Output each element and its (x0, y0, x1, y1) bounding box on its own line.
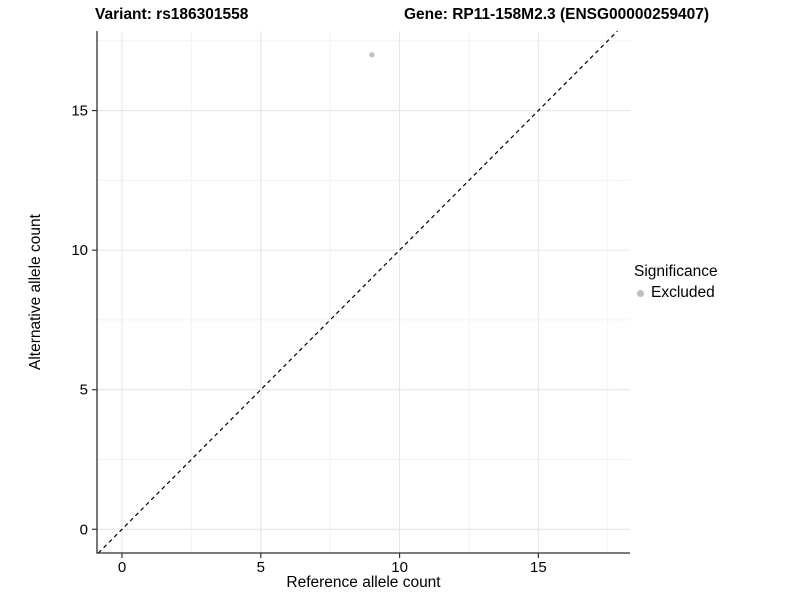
data-point (369, 52, 375, 58)
legend-item-label: Excluded (651, 284, 715, 301)
plot-title-variant: Variant: rs186301558 (95, 6, 249, 23)
y-tick-label: 15 (71, 103, 88, 120)
legend-title: Significance (634, 263, 718, 280)
y-axis-label: Alternative allele count (27, 214, 44, 370)
x-tick-label: 15 (530, 559, 547, 576)
y-tick-label: 10 (71, 242, 88, 259)
x-axis-label: Reference allele count (286, 574, 441, 591)
x-tick-label: 0 (118, 559, 126, 576)
legend: Significance Excluded (634, 263, 718, 302)
identity-line (97, 30, 618, 554)
legend-item-excluded: Excluded (634, 284, 718, 302)
y-tick-label: 0 (80, 521, 88, 538)
legend-point-swatch-icon (637, 289, 644, 297)
y-tick-label: 5 (80, 382, 88, 399)
x-tick-label: 5 (257, 559, 265, 576)
plot-title-gene: Gene: RP11-158M2.3 (ENSG00000259407) (404, 6, 710, 23)
x-tick-label: 10 (391, 559, 408, 576)
